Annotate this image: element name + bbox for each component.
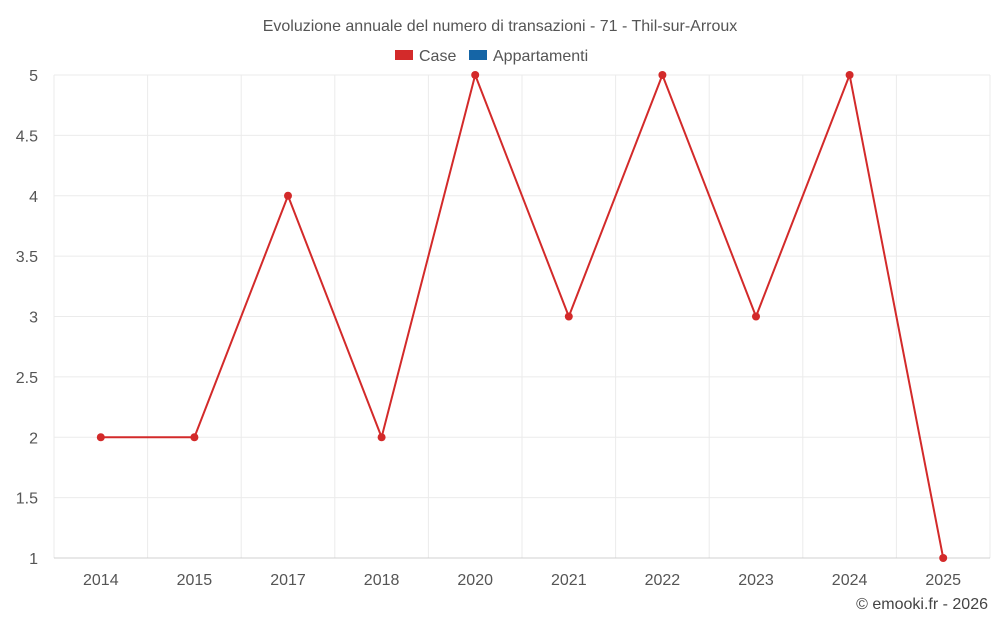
legend-swatch-appartamenti — [469, 50, 487, 60]
y-tick-label: 5 — [29, 68, 38, 85]
data-point[interactable] — [471, 71, 480, 79]
series-line — [100, 74, 945, 559]
y-tick-label: 3.5 — [16, 249, 38, 266]
data-point[interactable] — [377, 433, 386, 442]
x-tick-label: 2021 — [551, 572, 587, 589]
x-tick-label: 2017 — [270, 572, 306, 589]
y-tick-label: 1.5 — [16, 491, 38, 508]
y-tick-label: 4.5 — [16, 128, 38, 145]
data-point[interactable] — [752, 312, 760, 321]
y-tick-label: 3 — [29, 310, 38, 327]
data-point[interactable] — [845, 71, 854, 79]
y-tick-label: 1 — [29, 551, 38, 568]
x-tick-label: 2023 — [738, 572, 774, 589]
axes: 1 1.5 2 2.5 3 3.5 4 4.5 5 2014 2015 2017 2018 2020 202… — [16, 68, 990, 589]
x-tick-label: 2018 — [364, 572, 400, 589]
legend-item-case[interactable]: Case — [395, 48, 456, 65]
legend-label-appartamenti: Appartamenti — [493, 48, 588, 65]
data-point[interactable] — [564, 312, 573, 321]
data-point[interactable] — [658, 71, 667, 79]
data-point[interactable] — [284, 191, 292, 200]
data-point[interactable] — [939, 554, 948, 562]
legend-label-case: Case — [419, 48, 456, 65]
x-tick-label: 2025 — [925, 572, 961, 589]
data-point[interactable] — [96, 433, 105, 442]
y-tick-label: 4 — [29, 189, 38, 206]
x-tick-label: 2020 — [457, 572, 493, 589]
legend-item-appartamenti[interactable]: Appartamenti — [469, 48, 588, 65]
x-tick-label: 2015 — [177, 572, 213, 589]
legend-swatch-case — [395, 50, 413, 60]
series-case — [96, 71, 948, 562]
x-tick-label: 2014 — [83, 572, 119, 589]
x-tick-label: 2022 — [645, 572, 681, 589]
data-point[interactable] — [190, 433, 199, 442]
credit-text: © emooki.fr - 2026 — [856, 596, 988, 613]
gridlines — [53, 74, 991, 559]
chart-title: Evoluzione annuale del numero di transaz… — [263, 18, 738, 35]
x-tick-label: 2024 — [832, 572, 868, 589]
legend: Case Appartamenti — [395, 48, 588, 65]
y-tick-label: 2.5 — [16, 370, 38, 387]
y-tick-label: 2 — [29, 430, 38, 447]
